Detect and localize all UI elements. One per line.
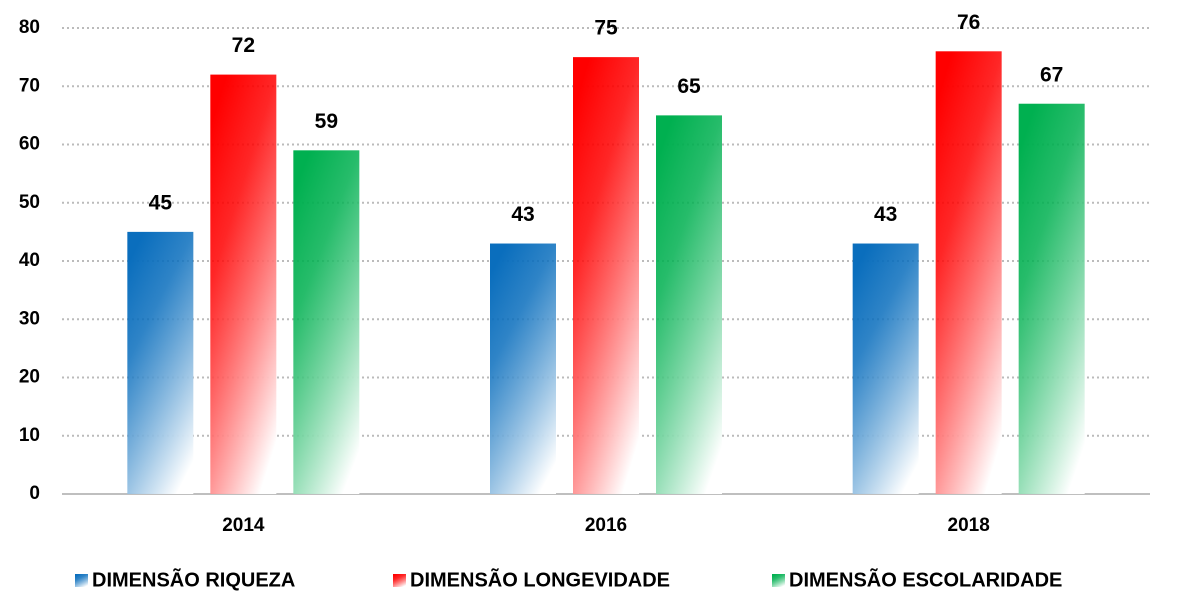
data-label: 67 [1040,63,1063,86]
bar [656,115,722,494]
bar [1018,103,1085,494]
y-tick-label: 40 [19,250,40,271]
bar [490,243,556,494]
data-label: 59 [315,110,338,133]
legend-marker [772,574,785,587]
legend-marker [393,574,406,587]
x-tick-label: 2016 [585,515,627,536]
y-tick-label: 80 [19,17,40,38]
y-tick-label: 60 [19,134,40,155]
bar [127,231,194,494]
data-label: 76 [957,11,980,34]
x-tick-label: 2018 [948,515,990,536]
bar [210,74,277,494]
data-label: 72 [232,34,255,57]
y-tick-label: 20 [19,367,40,388]
legend-label: DIMENSÃO RIQUEZA [92,568,295,591]
data-label: 43 [511,203,534,226]
data-label: 43 [874,203,897,226]
x-tick-label: 2014 [222,515,265,536]
legend-label: DIMENSÃO ESCOLARIDADE [789,568,1062,591]
bar [293,150,360,494]
legend-marker [75,574,88,587]
y-tick-label: 10 [19,425,40,446]
y-tick-label: 30 [19,308,40,329]
bar [935,51,1002,495]
bar [573,57,639,494]
data-label: 75 [594,17,618,40]
data-label: 65 [677,75,701,98]
legend-label: DIMENSÃO LONGEVIDADE [410,568,670,591]
y-tick-label: 0 [29,483,40,504]
y-tick-label: 50 [19,192,40,213]
data-label: 45 [149,191,173,214]
y-tick-label: 70 [19,75,40,96]
bar [852,243,919,494]
